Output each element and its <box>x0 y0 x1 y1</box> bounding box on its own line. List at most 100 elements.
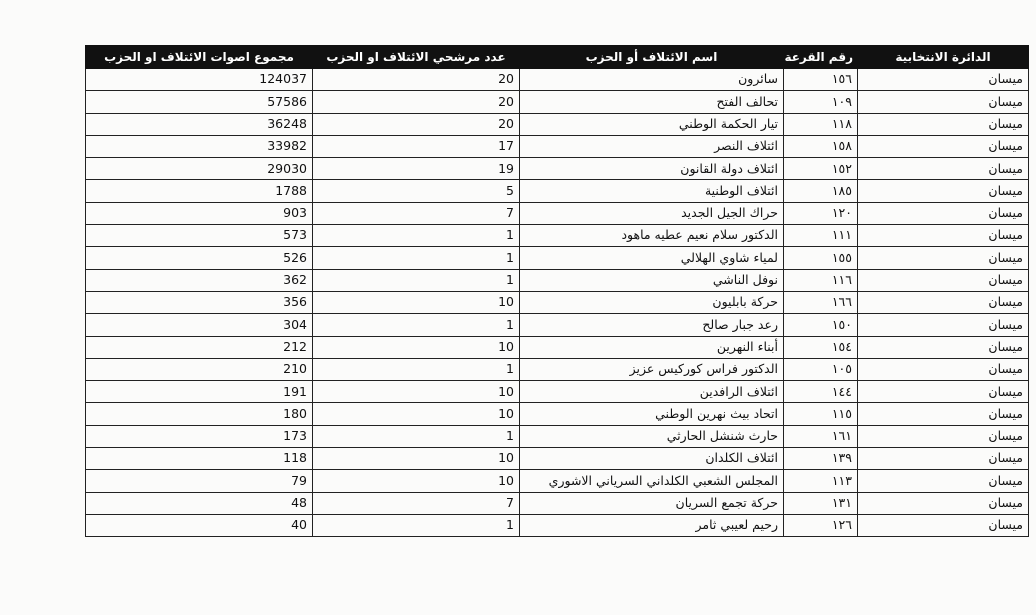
district-cell: ميسان <box>857 513 1029 538</box>
district-cell: ميسان <box>857 313 1029 337</box>
vote-total-cell: 173 <box>85 424 313 449</box>
vote-total-cell: 191 <box>85 380 313 404</box>
ballot-number-cell: ١١٨ <box>783 112 858 136</box>
district-cell: ميسان <box>857 290 1029 315</box>
vote-total-cell: 79 <box>85 469 313 493</box>
candidate-count-cell: 7 <box>312 491 520 515</box>
party-name-cell: حراك الجيل الجديد <box>519 201 784 226</box>
party-name-cell: رعد جبار صالح <box>519 313 784 337</box>
candidate-count-cell: 10 <box>312 380 520 404</box>
vote-total-cell: 356 <box>85 290 313 315</box>
party-name-cell: المجلس الشعبي الكلداني السرياني الاشوري <box>519 469 784 493</box>
ballot-number-cell: ١٦٦ <box>783 290 858 315</box>
district-cell: ميسان <box>857 268 1029 292</box>
party-name-cell: لمياء شاوي الهلالي <box>519 246 784 270</box>
candidate-count-cell: 10 <box>312 290 520 315</box>
party-name-cell: حركة بابليون <box>519 290 784 315</box>
party-name-cell: اتحاد بيث نهرين الوطني <box>519 402 784 426</box>
table-row: ميسان ١٠٥ الدكتور فراس كوركيس عزيز 1 210 <box>85 357 1029 382</box>
vote-total-cell: 210 <box>85 357 313 382</box>
ballot-number-cell: ١٣١ <box>783 491 858 515</box>
ballot-number-cell: ١١٣ <box>783 469 858 493</box>
district-cell: ميسان <box>857 201 1029 226</box>
ballot-number-cell: ١٠٥ <box>783 357 858 382</box>
party-name-cell: حركة تجمع السريان <box>519 491 784 515</box>
ballot-number-cell: ١٠٩ <box>783 90 858 114</box>
district-cell: ميسان <box>857 491 1029 515</box>
candidate-count-cell: 10 <box>312 402 520 426</box>
vote-total-cell: 526 <box>85 246 313 270</box>
district-cell: ميسان <box>857 179 1029 203</box>
ballot-number-cell: ١٥٥ <box>783 246 858 270</box>
ballot-number-cell: ١٦١ <box>783 424 858 449</box>
party-name-cell: أبناء النهرين <box>519 335 784 359</box>
candidate-count-cell: 7 <box>312 201 520 226</box>
table-row: ميسان ١٣١ حركة تجمع السريان 7 48 <box>85 491 1029 515</box>
table-body: ميسان ١٥٦ سائرون 20 124037 ميسان ١٠٩ تحالف الفت… <box>85 67 1029 538</box>
party-name-cell: ائتلاف دولة القانون <box>519 157 784 181</box>
party-name-cell: ائتلاف الرافدين <box>519 380 784 404</box>
table-row: ميسان ١٥٥ لمياء شاوي الهلالي 1 526 <box>85 246 1029 270</box>
table-row: ميسان ١٦٦ حركة بابليون 10 356 <box>85 290 1029 315</box>
party-name-cell: تيار الحكمة الوطني <box>519 112 784 136</box>
results-table: الدائرة الانتخابية رقم القرعة اسم الائتلاف… <box>85 45 1029 538</box>
candidate-count-cell: 20 <box>312 112 520 136</box>
vote-total-cell: 573 <box>85 224 313 248</box>
candidate-count-cell: 1 <box>312 424 520 449</box>
ballot-number-cell: ١٥٤ <box>783 335 858 359</box>
table-row: ميسان ١١٥ اتحاد بيث نهرين الوطني 10 180 <box>85 402 1029 426</box>
vote-total-cell: 1788 <box>85 179 313 203</box>
table-row: ميسان ١٨٥ ائتلاف الوطنية 5 1788 <box>85 179 1029 203</box>
vote-total-cell: 180 <box>85 402 313 426</box>
district-cell: ميسان <box>857 357 1029 382</box>
table-row: ميسان ١٥٨ ائتلاف النصر 17 33982 <box>85 134 1029 159</box>
ballot-number-cell: ١٢٦ <box>783 513 858 538</box>
party-name-cell: الدكتور سلام نعيم عطيه ماهود <box>519 224 784 248</box>
district-cell: ميسان <box>857 157 1029 181</box>
column-header: الدائرة الانتخابية <box>857 45 1029 69</box>
candidate-count-cell: 1 <box>312 224 520 248</box>
district-cell: ميسان <box>857 224 1029 248</box>
table-row: ميسان ١١١ الدكتور سلام نعيم عطيه ماهود 1 573 <box>85 224 1029 248</box>
party-name-cell: سائرون <box>519 67 784 92</box>
party-name-cell: نوفل الناشي <box>519 268 784 292</box>
column-header: مجموع اصوات الائتلاف او الحزب <box>85 45 313 69</box>
candidate-count-cell: 1 <box>312 513 520 538</box>
candidate-count-cell: 19 <box>312 157 520 181</box>
ballot-number-cell: ١١٦ <box>783 268 858 292</box>
party-name-cell: ائتلاف النصر <box>519 134 784 159</box>
table-row: ميسان ١١٣ المجلس الشعبي الكلداني السرياني … <box>85 469 1029 493</box>
district-cell: ميسان <box>857 90 1029 114</box>
party-name-cell: تحالف الفتح <box>519 90 784 114</box>
candidate-count-cell: 10 <box>312 447 520 471</box>
table-row: ميسان ١٦١ حارث شنشل الحارثي 1 173 <box>85 424 1029 449</box>
table-row: ميسان ١١٨ تيار الحكمة الوطني 20 36248 <box>85 112 1029 136</box>
table-row: ميسان ١٢٠ حراك الجيل الجديد 7 903 <box>85 201 1029 226</box>
vote-total-cell: 903 <box>85 201 313 226</box>
column-header: رقم القرعة <box>783 45 858 69</box>
header-row: الدائرة الانتخابية رقم القرعة اسم الائتلاف… <box>85 45 1029 69</box>
table-row: ميسان ١٤٤ ائتلاف الرافدين 10 191 <box>85 380 1029 404</box>
ballot-number-cell: ١٥٨ <box>783 134 858 159</box>
district-cell: ميسان <box>857 380 1029 404</box>
table-row: ميسان ١٥٤ أبناء النهرين 10 212 <box>85 335 1029 359</box>
vote-total-cell: 33982 <box>85 134 313 159</box>
vote-total-cell: 48 <box>85 491 313 515</box>
ballot-number-cell: ١١٥ <box>783 402 858 426</box>
candidate-count-cell: 20 <box>312 90 520 114</box>
candidate-count-cell: 1 <box>312 357 520 382</box>
district-cell: ميسان <box>857 112 1029 136</box>
ballot-number-cell: ١٨٥ <box>783 179 858 203</box>
district-cell: ميسان <box>857 134 1029 159</box>
vote-total-cell: 124037 <box>85 67 313 92</box>
table-row: ميسان ١٢٦ رحيم لعيبي ثامر 1 40 <box>85 513 1029 538</box>
ballot-number-cell: ١٣٩ <box>783 447 858 471</box>
district-cell: ميسان <box>857 67 1029 92</box>
table-row: ميسان ١٥٢ ائتلاف دولة القانون 19 29030 <box>85 157 1029 181</box>
ballot-number-cell: ١٥٦ <box>783 67 858 92</box>
vote-total-cell: 212 <box>85 335 313 359</box>
party-name-cell: حارث شنشل الحارثي <box>519 424 784 449</box>
candidate-count-cell: 5 <box>312 179 520 203</box>
party-name-cell: ائتلاف الكلدان <box>519 447 784 471</box>
candidate-count-cell: 10 <box>312 469 520 493</box>
